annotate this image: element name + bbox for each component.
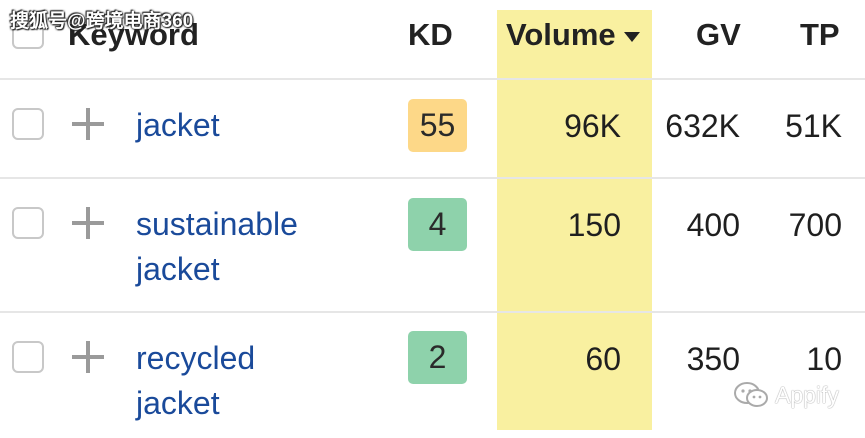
header-volume[interactable]: Volume (506, 13, 640, 57)
tp-value: 51K (785, 108, 842, 144)
appify-logo: Appify (733, 381, 839, 409)
header-keyword[interactable]: Keyword (68, 17, 199, 52)
row-divider (0, 78, 865, 80)
keyword-line-2: jacket (136, 385, 220, 421)
header-volume-label: Volume (506, 17, 616, 52)
watermark: 搜狐号@跨境电商360 (10, 11, 194, 32)
keyword-line-1: recycled (136, 340, 256, 376)
keyword-line-1: sustainable (136, 206, 298, 242)
gv-value: 350 (686, 341, 740, 377)
header-kd[interactable]: KD (408, 17, 453, 52)
row-checkbox[interactable] (12, 341, 44, 373)
gv-value: 400 (686, 207, 740, 243)
tp-value: 700 (788, 207, 842, 243)
row-checkbox[interactable] (12, 207, 44, 239)
keyword-link[interactable]: recycled jacket (136, 336, 255, 426)
header-tp[interactable]: TP (800, 17, 840, 52)
add-keyword-plus-icon[interactable] (72, 207, 104, 239)
volume-value: 96K (564, 108, 621, 144)
row-divider (0, 311, 865, 313)
keyword-line-2: jacket (136, 251, 220, 287)
kd-badge: 55 (408, 99, 467, 152)
volume-value: 60 (585, 341, 621, 377)
sort-desc-icon (623, 31, 640, 42)
kd-badge: 4 (408, 198, 467, 251)
volume-value: 150 (567, 207, 621, 243)
add-keyword-plus-icon[interactable] (72, 108, 104, 140)
wechat-icon (734, 382, 768, 407)
add-keyword-plus-icon[interactable] (72, 341, 104, 373)
logo-text: Appify (775, 381, 839, 408)
gv-value: 632K (665, 108, 740, 144)
kd-badge: 2 (408, 331, 467, 384)
row-checkbox[interactable] (12, 108, 44, 140)
select-all-checkbox[interactable] (12, 17, 44, 49)
tp-value: 10 (806, 341, 842, 377)
row-divider (0, 177, 865, 179)
keyword-link[interactable]: sustainable jacket (136, 202, 298, 292)
header-gv[interactable]: GV (696, 17, 741, 52)
keyword-link[interactable]: jacket (136, 107, 220, 143)
volume-column-highlight (497, 10, 652, 430)
